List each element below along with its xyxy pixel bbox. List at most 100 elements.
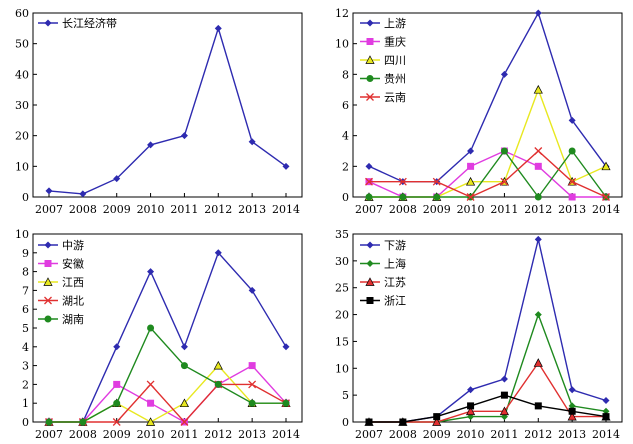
x-tick-label: 2008 bbox=[69, 203, 97, 216]
x-tick-label: 2008 bbox=[69, 428, 97, 441]
y-tick-label: 7 bbox=[22, 284, 29, 297]
data-point bbox=[500, 391, 508, 399]
series-湖南 bbox=[45, 324, 290, 426]
legend-label: 浙江 bbox=[384, 295, 406, 308]
y-tick-label: 8 bbox=[22, 266, 29, 279]
series-江西 bbox=[44, 360, 291, 426]
data-point bbox=[432, 417, 442, 426]
data-point bbox=[282, 162, 290, 170]
y-tick-label: 0 bbox=[22, 191, 29, 204]
y-tick-label: 0 bbox=[22, 416, 29, 429]
data-point bbox=[45, 418, 53, 426]
data-point bbox=[533, 84, 543, 94]
data-point bbox=[365, 193, 373, 201]
data-point bbox=[113, 175, 121, 183]
data-point bbox=[214, 249, 222, 257]
y-tick-label: 10 bbox=[15, 228, 29, 241]
data-point bbox=[214, 380, 222, 388]
series-line bbox=[369, 361, 606, 423]
series-line bbox=[49, 364, 286, 423]
y-tick-label: 40 bbox=[15, 68, 29, 81]
legend-swatch-marker bbox=[365, 55, 375, 64]
series-line bbox=[369, 394, 607, 423]
data-point bbox=[534, 162, 542, 170]
y-tick-label: 4 bbox=[342, 130, 349, 143]
legend-swatch-marker bbox=[44, 19, 52, 27]
data-point bbox=[568, 402, 576, 410]
data-point bbox=[432, 177, 441, 186]
legend-label: 上游 bbox=[384, 17, 406, 30]
x-tick-label: 2007 bbox=[355, 428, 383, 441]
y-tick-label: 5 bbox=[342, 389, 349, 402]
data-point bbox=[466, 193, 475, 201]
data-point bbox=[467, 147, 475, 155]
data-point bbox=[180, 132, 188, 140]
y-tick-label: 0 bbox=[342, 191, 349, 204]
data-point bbox=[465, 176, 476, 186]
x-tick-label: 2013 bbox=[558, 203, 586, 216]
series-line bbox=[48, 25, 287, 195]
x-tick-label: 2014 bbox=[592, 203, 620, 216]
x-tick-label: 2009 bbox=[103, 428, 131, 441]
legend: 长江经济带 bbox=[38, 16, 117, 30]
data-point bbox=[500, 375, 508, 383]
y-tick-label: 25 bbox=[335, 282, 349, 295]
data-point bbox=[248, 362, 256, 370]
legend-swatch-marker bbox=[44, 296, 52, 305]
data-point bbox=[79, 418, 87, 426]
data-point bbox=[467, 162, 475, 170]
series-line bbox=[49, 251, 287, 423]
series-line bbox=[369, 150, 607, 198]
legend-label: 四川 bbox=[384, 54, 406, 67]
data-point bbox=[180, 418, 189, 426]
data-point bbox=[113, 343, 121, 351]
data-point bbox=[213, 360, 223, 370]
x-tick-label: 2010 bbox=[457, 428, 485, 441]
y-tick-label: 20 bbox=[335, 309, 349, 322]
data-point bbox=[568, 177, 577, 186]
y-tick-label: 3 bbox=[22, 360, 29, 373]
series-line bbox=[49, 383, 287, 424]
y-tick-label: 9 bbox=[22, 247, 29, 260]
data-point bbox=[113, 399, 121, 407]
data-point bbox=[147, 399, 155, 407]
y-tick-label: 50 bbox=[15, 38, 29, 51]
data-point bbox=[534, 193, 542, 201]
data-point bbox=[248, 138, 256, 146]
data-point bbox=[500, 177, 509, 186]
x-tick-label: 2009 bbox=[423, 428, 451, 441]
series-江苏 bbox=[364, 358, 611, 426]
series-line bbox=[369, 149, 607, 199]
legend-swatch-marker bbox=[44, 241, 52, 249]
plot-frame bbox=[32, 12, 303, 198]
y-tick-label: 30 bbox=[15, 99, 29, 112]
legend-swatch-marker bbox=[366, 75, 374, 82]
data-point bbox=[568, 116, 576, 124]
legend-label: 江苏 bbox=[384, 276, 406, 289]
data-point bbox=[467, 386, 475, 394]
data-point bbox=[433, 193, 441, 201]
y-tick-label: 6 bbox=[22, 303, 29, 316]
data-point bbox=[45, 187, 53, 195]
x-tick-label: 2012 bbox=[524, 203, 552, 216]
legend-swatch-marker bbox=[366, 38, 374, 45]
y-tick-label: 4 bbox=[22, 341, 29, 354]
y-tick-label: 0 bbox=[342, 416, 349, 429]
series-长江经济带 bbox=[45, 24, 290, 198]
data-point bbox=[112, 418, 121, 426]
data-point bbox=[146, 380, 155, 389]
data-point bbox=[248, 286, 256, 294]
data-point bbox=[602, 397, 610, 405]
legend-label: 江西 bbox=[62, 276, 84, 289]
data-point bbox=[534, 9, 542, 17]
chart-panel-3: 0 1 2 3 4 5 6 7 8 9 10 2007 2008 2009 2010 2011 2012 2013… bbox=[15, 228, 303, 441]
y-tick-label: 10 bbox=[335, 362, 349, 375]
x-tick-label: 2011 bbox=[170, 428, 198, 441]
data-point bbox=[399, 418, 407, 426]
y-tick-label: 15 bbox=[335, 335, 349, 348]
x-tick-label: 2008 bbox=[389, 428, 417, 441]
legend-label: 云南 bbox=[384, 91, 406, 104]
data-point bbox=[533, 358, 543, 367]
y-tick-label: 2 bbox=[22, 378, 29, 391]
